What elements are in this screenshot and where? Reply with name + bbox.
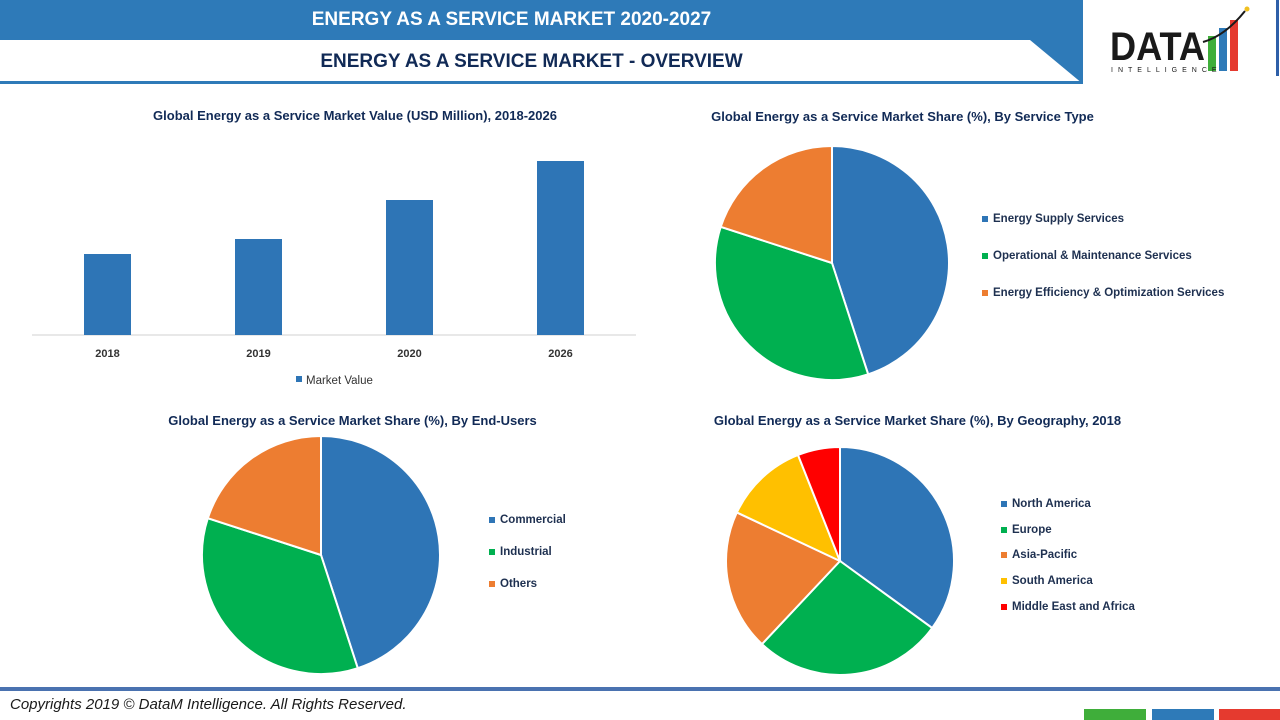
- legend-swatch: [982, 215, 988, 222]
- service-type-pie: [714, 144, 950, 381]
- footer-square-blue: [1152, 709, 1214, 720]
- bar-2020: [386, 200, 433, 335]
- svg-text:INTELLIGENCE: INTELLIGENCE: [1111, 67, 1222, 74]
- end-users-legend: Commercial Industrial Others: [489, 504, 566, 600]
- x-tick-label: 2020: [397, 348, 421, 360]
- pie-slice-others: [206, 434, 322, 557]
- copyright: Copyrights 2019 © DataM Intelligence. Al…: [10, 696, 407, 713]
- legend-swatch: [1001, 603, 1007, 610]
- legend-label: Others: [500, 578, 538, 590]
- service-type-title: Global Energy as a Service Market Share …: [711, 109, 1094, 124]
- legend-swatch: [1001, 500, 1007, 507]
- legend-swatch: [489, 581, 495, 587]
- legend-label: South America: [1012, 574, 1093, 587]
- legend-swatch: [1001, 552, 1007, 559]
- legend-item: Industrial: [489, 536, 566, 568]
- legend-swatch: [296, 376, 302, 382]
- geography-legend: North America Europe Asia-Pacific South Ame…: [1001, 491, 1135, 619]
- geography-title: Global Energy as a Service Market Share …: [713, 413, 1122, 428]
- pie-slice-south-america: [735, 453, 842, 563]
- pie-slice-north-america: [839, 445, 955, 630]
- x-tick-label: 2019: [246, 348, 270, 360]
- bar-2019: [235, 239, 282, 335]
- legend-label: Industrial: [500, 546, 552, 558]
- legend-item: Operational & Maintenance Services: [982, 237, 1224, 274]
- legend-item: North America: [1001, 491, 1135, 517]
- pie-slice-commercial: [320, 434, 441, 670]
- bar-2026: [537, 161, 584, 335]
- pie-slice-asia-pacific: [725, 511, 842, 646]
- legend-swatch: [1001, 526, 1007, 533]
- page-subtitle: ENERGY AS A SERVICE MARKET - OVERVIEW: [320, 51, 743, 72]
- pie-slice-europe: [760, 559, 934, 676]
- legend-label: Europe: [1012, 523, 1052, 536]
- service-type-legend: Energy Supply Services Operational & Main…: [982, 200, 1224, 311]
- footer-line: [0, 687, 1280, 691]
- header-title: ENERGY AS A SERVICE MARKET 2020-2027: [0, 0, 1083, 40]
- svg-text:DATA: DATA: [1110, 25, 1205, 69]
- logo-divider: [1276, 0, 1279, 76]
- legend-swatch: [982, 252, 988, 259]
- footer-square-green: [1084, 709, 1146, 720]
- legend-swatch: [489, 517, 495, 523]
- bar-chart-title: Global Energy as a Service Market Value …: [153, 108, 557, 123]
- bar-2018: [84, 254, 131, 335]
- pie-slice-energy-efficiency-optimization-services: [719, 144, 833, 265]
- legend-item: Others: [489, 568, 566, 600]
- legend-label: Commercial: [500, 514, 566, 526]
- pie-slice-energy-supply-services: [831, 144, 950, 376]
- footer-square-red: [1219, 709, 1280, 720]
- x-tick-label: 2018: [95, 348, 119, 360]
- legend-label: North America: [1012, 497, 1091, 510]
- legend-label: Operational & Maintenance Services: [993, 249, 1192, 262]
- legend-swatch: [489, 549, 495, 555]
- geography-pie: [725, 445, 955, 676]
- legend-item: Europe: [1001, 517, 1135, 543]
- legend-item: Commercial: [489, 504, 566, 536]
- legend-label: Asia-Pacific: [1012, 549, 1078, 562]
- end-users-title: Global Energy as a Service Market Share …: [168, 413, 537, 428]
- legend-label: Energy Efficiency & Optimization Service…: [993, 286, 1225, 299]
- datam-logo: DATA INTELLIGENCE: [1095, 6, 1265, 76]
- end-users-pie: [201, 434, 441, 675]
- legend-label: Energy Supply Services: [993, 212, 1125, 225]
- legend-label: Market Value: [306, 375, 373, 387]
- subtitle-banner: [0, 40, 1083, 84]
- pie-slice-middle-east-and-africa: [796, 445, 841, 562]
- legend-label: Middle East and Africa: [1012, 600, 1135, 613]
- legend-swatch: [982, 289, 988, 296]
- legend-item: Middle East and Africa: [1001, 594, 1135, 620]
- bar-chart: 2018 2019 2020 2026 Market Value: [32, 161, 636, 387]
- pie-slice-industrial: [201, 516, 360, 675]
- legend-item: Energy Supply Services: [982, 200, 1224, 237]
- x-tick-label: 2026: [548, 348, 572, 360]
- legend-swatch: [1001, 577, 1007, 584]
- pie-slice-operational-maintenance-services: [714, 225, 870, 381]
- legend-item: Energy Efficiency & Optimization Service…: [982, 274, 1224, 311]
- legend-item: South America: [1001, 568, 1135, 594]
- legend-item: Asia-Pacific: [1001, 542, 1135, 568]
